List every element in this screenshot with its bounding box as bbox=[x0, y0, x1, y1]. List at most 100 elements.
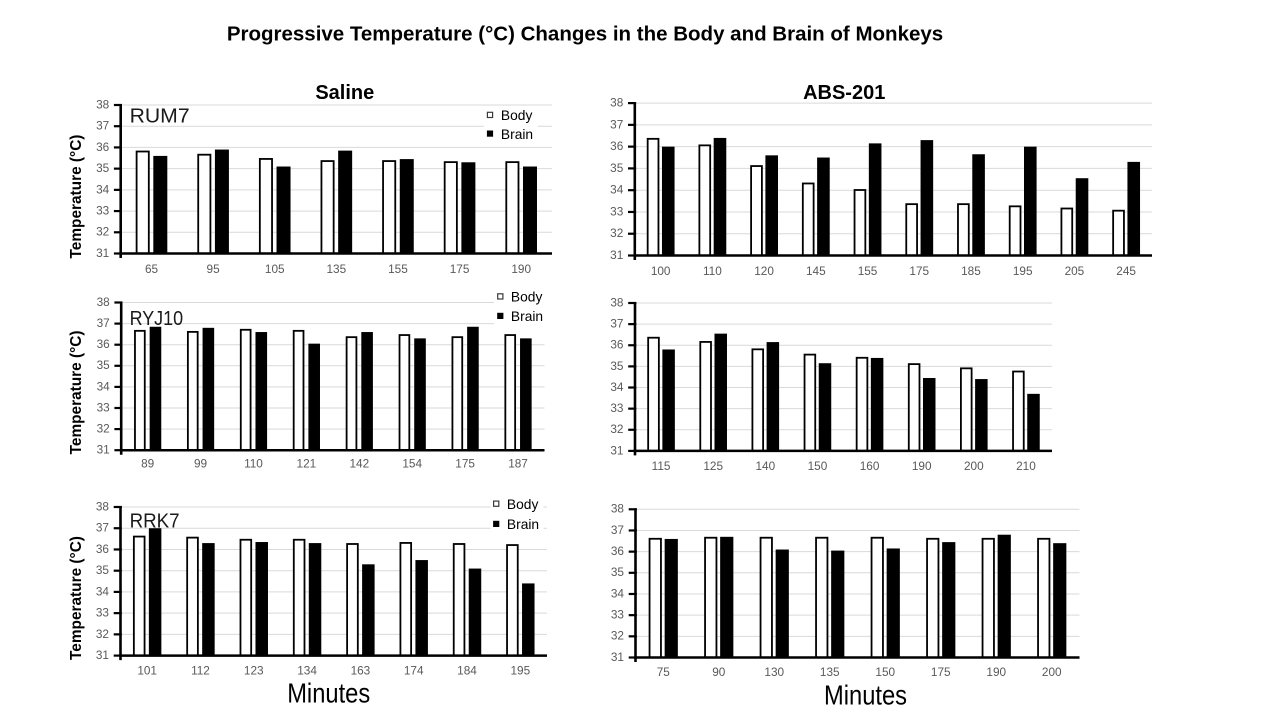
svg-text:115: 115 bbox=[652, 459, 671, 473]
svg-text:36: 36 bbox=[96, 542, 110, 556]
svg-text:31: 31 bbox=[611, 650, 624, 664]
svg-text:32: 32 bbox=[97, 422, 110, 436]
svg-text:34: 34 bbox=[610, 183, 624, 197]
svg-text:145: 145 bbox=[806, 264, 826, 278]
svg-text:37: 37 bbox=[96, 119, 109, 133]
svg-text:36: 36 bbox=[610, 139, 624, 153]
svg-text:Brain: Brain bbox=[507, 517, 539, 532]
svg-text:187: 187 bbox=[508, 457, 528, 471]
svg-text:37: 37 bbox=[96, 521, 109, 535]
svg-text:31: 31 bbox=[610, 443, 623, 457]
svg-text:Body: Body bbox=[511, 290, 543, 305]
svg-text:Brain: Brain bbox=[511, 309, 543, 324]
svg-text:123: 123 bbox=[244, 664, 264, 678]
svg-text:190: 190 bbox=[511, 262, 531, 276]
svg-text:160: 160 bbox=[860, 459, 880, 473]
svg-text:Body: Body bbox=[507, 497, 539, 512]
svg-text:75: 75 bbox=[657, 665, 671, 679]
svg-text:Brain: Brain bbox=[501, 127, 533, 142]
svg-text:Saline: Saline bbox=[315, 82, 374, 104]
svg-text:35: 35 bbox=[611, 565, 625, 579]
svg-text:35: 35 bbox=[96, 161, 110, 175]
svg-text:121: 121 bbox=[297, 457, 317, 471]
svg-text:38: 38 bbox=[611, 502, 625, 516]
svg-text:38: 38 bbox=[610, 295, 624, 309]
svg-text:33: 33 bbox=[97, 400, 111, 414]
svg-text:110: 110 bbox=[703, 264, 722, 278]
svg-text:38: 38 bbox=[96, 97, 110, 111]
svg-text:38: 38 bbox=[96, 499, 110, 513]
svg-text:195: 195 bbox=[1013, 264, 1033, 278]
svg-text:35: 35 bbox=[96, 563, 110, 577]
svg-text:185: 185 bbox=[961, 264, 981, 278]
svg-text:33: 33 bbox=[610, 204, 624, 218]
svg-text:31: 31 bbox=[610, 248, 623, 262]
svg-text:34: 34 bbox=[611, 586, 625, 600]
svg-text:200: 200 bbox=[964, 459, 984, 473]
svg-text:142: 142 bbox=[349, 457, 369, 471]
svg-text:37: 37 bbox=[610, 117, 623, 131]
svg-text:205: 205 bbox=[1065, 264, 1085, 278]
svg-text:31: 31 bbox=[96, 648, 109, 662]
svg-text:135: 135 bbox=[327, 262, 347, 276]
svg-text:140: 140 bbox=[755, 459, 775, 473]
svg-text:Temperature (°C): Temperature (°C) bbox=[68, 135, 85, 259]
svg-text:31: 31 bbox=[96, 246, 109, 260]
svg-text:35: 35 bbox=[610, 359, 624, 373]
svg-text:36: 36 bbox=[610, 338, 624, 352]
svg-text:134: 134 bbox=[297, 664, 317, 678]
svg-text:33: 33 bbox=[96, 203, 110, 217]
svg-text:35: 35 bbox=[97, 358, 111, 372]
svg-text:Temperature (°C): Temperature (°C) bbox=[68, 536, 85, 660]
svg-text:174: 174 bbox=[404, 664, 424, 678]
svg-text:120: 120 bbox=[754, 264, 774, 278]
svg-text:190: 190 bbox=[912, 459, 932, 473]
svg-text:Minutes: Minutes bbox=[824, 680, 907, 711]
svg-text:RRK7: RRK7 bbox=[130, 511, 180, 533]
svg-text:175: 175 bbox=[455, 457, 475, 471]
svg-text:Progressive Temperature (°C) C: Progressive Temperature (°C) Changes in … bbox=[227, 22, 943, 45]
svg-text:101: 101 bbox=[137, 664, 157, 678]
svg-text:112: 112 bbox=[191, 664, 210, 678]
svg-text:37: 37 bbox=[611, 523, 624, 537]
svg-text:175: 175 bbox=[931, 665, 951, 679]
svg-text:Body: Body bbox=[501, 108, 533, 123]
svg-text:130: 130 bbox=[764, 665, 784, 679]
svg-text:155: 155 bbox=[388, 262, 408, 276]
svg-text:38: 38 bbox=[97, 295, 111, 309]
svg-text:34: 34 bbox=[96, 182, 110, 196]
svg-text:155: 155 bbox=[858, 264, 878, 278]
svg-text:175: 175 bbox=[450, 262, 470, 276]
svg-text:33: 33 bbox=[96, 606, 110, 620]
svg-text:175: 175 bbox=[909, 264, 929, 278]
svg-text:33: 33 bbox=[611, 608, 625, 622]
svg-text:32: 32 bbox=[96, 627, 109, 641]
svg-text:35: 35 bbox=[610, 161, 624, 175]
svg-text:31: 31 bbox=[97, 443, 110, 457]
svg-text:32: 32 bbox=[96, 225, 109, 239]
svg-text:36: 36 bbox=[96, 140, 110, 154]
svg-text:34: 34 bbox=[96, 584, 110, 598]
svg-text:65: 65 bbox=[145, 262, 159, 276]
svg-text:105: 105 bbox=[265, 262, 285, 276]
svg-text:95: 95 bbox=[207, 262, 221, 276]
svg-text:32: 32 bbox=[610, 226, 623, 240]
svg-text:163: 163 bbox=[351, 664, 371, 678]
svg-text:150: 150 bbox=[875, 665, 895, 679]
svg-text:Minutes: Minutes bbox=[287, 678, 370, 709]
svg-text:150: 150 bbox=[808, 459, 828, 473]
svg-text:89: 89 bbox=[141, 457, 154, 471]
svg-text:34: 34 bbox=[97, 379, 111, 393]
svg-text:190: 190 bbox=[986, 665, 1006, 679]
svg-text:125: 125 bbox=[703, 459, 723, 473]
svg-text:32: 32 bbox=[611, 629, 624, 643]
svg-text:RUM7: RUM7 bbox=[130, 106, 190, 128]
svg-text:36: 36 bbox=[97, 337, 111, 351]
svg-text:154: 154 bbox=[402, 457, 422, 471]
svg-text:99: 99 bbox=[194, 457, 207, 471]
svg-text:34: 34 bbox=[610, 380, 624, 394]
svg-text:184: 184 bbox=[457, 664, 477, 678]
svg-text:37: 37 bbox=[97, 316, 110, 330]
svg-text:90: 90 bbox=[712, 665, 726, 679]
svg-text:195: 195 bbox=[510, 664, 530, 678]
